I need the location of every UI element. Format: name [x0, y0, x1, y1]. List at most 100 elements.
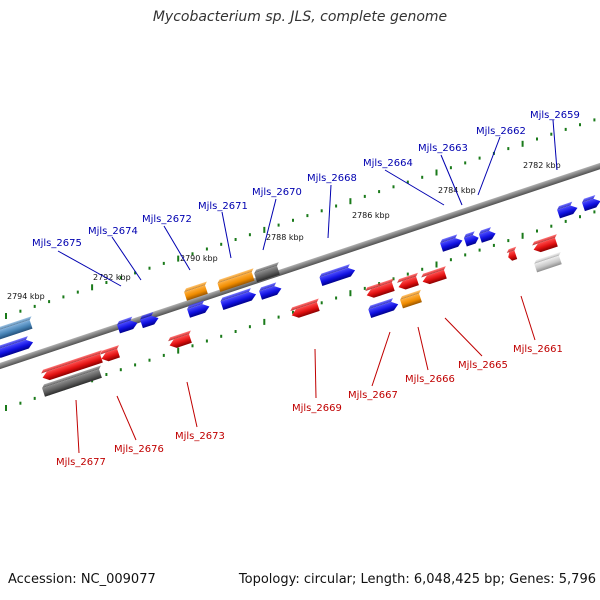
minor-tick — [191, 252, 194, 256]
major-tick — [5, 313, 7, 319]
minor-tick — [62, 295, 65, 299]
gene-label-mjls-2664: Mjls_2664 — [363, 158, 413, 169]
minor-tick — [234, 330, 237, 333]
major-tick — [435, 261, 438, 268]
gene-label-mjls-2668: Mjls_2668 — [307, 173, 357, 184]
feature-arrow-reverse[interactable] — [167, 330, 195, 349]
minor-tick — [550, 132, 553, 136]
gene-label-mjls-2665: Mjls_2665 — [458, 360, 508, 371]
feature-arrow-reverse[interactable] — [99, 345, 123, 363]
minor-tick — [33, 396, 36, 400]
minor-tick — [33, 304, 36, 308]
feature-arrow-forward[interactable] — [367, 297, 399, 319]
feature-block-pseudo[interactable] — [41, 365, 105, 397]
minor-tick — [19, 309, 22, 313]
minor-tick — [564, 219, 567, 223]
feature-arrow-forward[interactable] — [439, 233, 464, 252]
minor-tick — [579, 215, 581, 219]
gene-label-mjls-2666: Mjls_2666 — [405, 374, 455, 385]
minor-tick — [335, 204, 338, 208]
minor-tick — [119, 368, 122, 372]
feature-block-rna[interactable] — [217, 268, 258, 292]
minor-tick — [464, 161, 467, 165]
minor-tick — [277, 315, 280, 319]
minor-tick — [292, 310, 294, 314]
feature-arrow-forward[interactable] — [581, 194, 600, 212]
gene-label-mjls-2675: Mjls_2675 — [32, 238, 82, 249]
major-tick — [435, 169, 438, 176]
feature-arrow-reverse[interactable] — [531, 234, 560, 254]
leader-lines-bottom — [75, 295, 536, 454]
feature-arrow-reverse[interactable] — [364, 278, 397, 300]
feature-block-pseudo[interactable] — [253, 262, 282, 283]
feature-block[interactable] — [0, 316, 35, 340]
feature-arrow-reverse[interactable] — [289, 298, 322, 320]
feature-arrow-reverse[interactable] — [396, 272, 422, 292]
minor-tick — [220, 334, 223, 338]
major-tick — [5, 405, 7, 411]
minor-tick — [478, 156, 481, 160]
gene-label-mjls-2667: Mjls_2667 — [348, 390, 398, 401]
feature-arrow-forward[interactable] — [186, 299, 211, 318]
feature-arrow-forward[interactable] — [556, 201, 579, 219]
feature-arrow-forward[interactable] — [319, 263, 357, 286]
minor-tick — [464, 253, 467, 257]
scale-ticks-top — [5, 118, 596, 319]
minor-tick — [134, 363, 137, 367]
gene-label-mjls-2669: Mjls_2669 — [292, 403, 342, 414]
feature-arrow-forward[interactable] — [0, 335, 34, 358]
feature-block-rna[interactable] — [183, 281, 211, 301]
scale-label-2786: 2786 kbp — [352, 211, 390, 220]
gene-label-mjls-2659: Mjls_2659 — [530, 110, 580, 121]
minor-tick — [220, 242, 223, 246]
leader-lines-top — [57, 119, 558, 287]
major-tick — [521, 140, 524, 147]
gene-label-mjls-2662: Mjls_2662 — [476, 126, 526, 137]
minor-tick — [363, 194, 366, 198]
minor-tick — [134, 271, 137, 275]
gene-label-mjls-2673: Mjls_2673 — [175, 431, 225, 442]
minor-tick — [191, 344, 194, 348]
feature-arrow-forward[interactable] — [139, 311, 160, 329]
feature-arrow-forward[interactable] — [258, 281, 283, 300]
minor-tick — [234, 238, 237, 241]
scale-label-2794: 2794 kbp — [7, 292, 45, 301]
minor-tick — [421, 267, 424, 271]
major-tick — [91, 284, 94, 291]
major-tick — [521, 232, 524, 239]
feature-arrow-forward[interactable] — [478, 226, 497, 243]
minor-tick — [48, 300, 51, 304]
minor-tick — [579, 123, 581, 127]
accession-text: Accession: NC_009077 — [8, 572, 156, 587]
minor-tick — [406, 272, 409, 276]
major-tick — [349, 290, 352, 297]
feature-block-pale[interactable] — [533, 251, 564, 273]
minor-tick — [248, 325, 251, 329]
minor-tick — [593, 210, 596, 214]
feature-arrow-reverse[interactable] — [420, 266, 449, 286]
major-tick — [263, 226, 266, 233]
feature-arrow-forward[interactable] — [116, 316, 139, 334]
minor-tick — [205, 247, 208, 251]
feature-block-rna[interactable] — [399, 289, 425, 309]
gene-features[interactable] — [0, 194, 600, 397]
minor-tick — [392, 185, 395, 189]
feature-arrow-forward[interactable] — [463, 231, 480, 247]
minor-tick — [378, 190, 381, 194]
minor-tick — [162, 353, 165, 357]
minor-tick — [507, 147, 510, 151]
gene-label-mjls-2661: Mjls_2661 — [513, 344, 563, 355]
minor-tick — [119, 276, 122, 280]
gene-label-mjls-2677: Mjls_2677 — [56, 457, 106, 468]
feature-arrow-reverse[interactable] — [506, 246, 520, 262]
minor-tick — [335, 296, 338, 300]
minor-tick — [105, 373, 108, 376]
minor-tick — [148, 358, 151, 362]
feature-arrow-reverse[interactable] — [40, 350, 105, 382]
minor-tick — [536, 137, 538, 141]
minor-tick — [148, 266, 151, 270]
feature-arrow-forward[interactable] — [220, 287, 258, 310]
major-tick — [349, 198, 352, 205]
topology-summary-text: Topology: circular; Length: 6,048,425 bp… — [238, 572, 596, 587]
